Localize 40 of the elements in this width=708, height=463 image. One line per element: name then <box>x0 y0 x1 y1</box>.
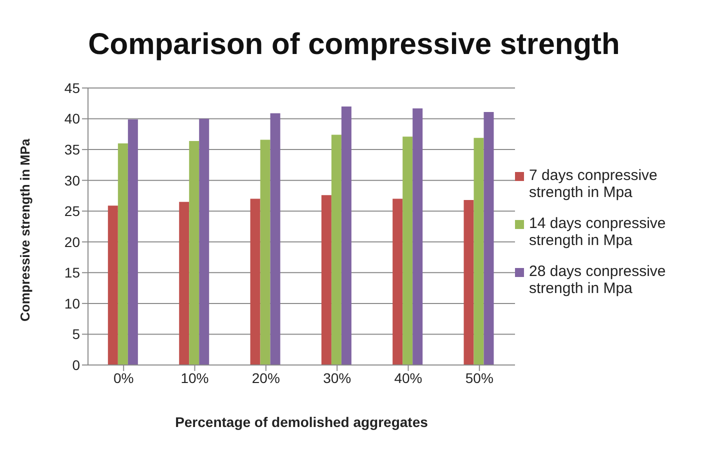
bar <box>341 106 352 365</box>
legend-label: 7 days conpressive strength in Mpa <box>529 166 658 200</box>
x-tick-label: 10% <box>180 370 209 386</box>
y-tick-label: 35 <box>64 142 80 158</box>
bar <box>392 198 403 365</box>
x-tick-label: 20% <box>252 370 280 386</box>
y-tick-label: 5 <box>72 326 80 342</box>
bar <box>128 119 138 365</box>
bar <box>199 118 210 365</box>
bar <box>260 140 270 365</box>
x-tick-label: 40% <box>394 370 422 386</box>
y-tick-label: 30 <box>64 172 80 188</box>
y-tick-label: 0 <box>72 356 80 373</box>
x-tick-label: 0% <box>113 370 134 386</box>
bar <box>474 138 484 365</box>
x-tick-label: 50% <box>465 370 494 386</box>
x-tick-label: 30% <box>323 370 352 386</box>
bar <box>321 195 332 365</box>
bar <box>402 136 413 365</box>
chart-title: Comparison of compressive strength <box>87 28 621 62</box>
bar <box>484 112 494 365</box>
legend-label: 14 days conpressive strength in Mpa <box>529 214 667 248</box>
x-axis-title: Percentage of demolished aggregates <box>175 414 428 430</box>
bar <box>464 200 474 365</box>
y-axis-title: Compressive strength in MPa <box>18 138 33 322</box>
bar <box>189 140 200 365</box>
legend-label: 28 days conpressive strength in Mpa <box>529 262 667 296</box>
bar <box>331 134 342 365</box>
bar <box>179 202 190 365</box>
y-tick-label: 45 <box>64 80 80 96</box>
y-tick-label: 10 <box>64 295 80 312</box>
bar <box>412 108 423 365</box>
bar <box>108 206 118 365</box>
y-tick-label: 15 <box>64 264 80 281</box>
y-tick-label: 20 <box>64 234 80 250</box>
bar <box>250 198 260 365</box>
bar <box>270 113 280 365</box>
y-tick-label: 40 <box>64 110 80 127</box>
bar <box>118 143 128 365</box>
y-tick-label: 25 <box>64 203 80 220</box>
